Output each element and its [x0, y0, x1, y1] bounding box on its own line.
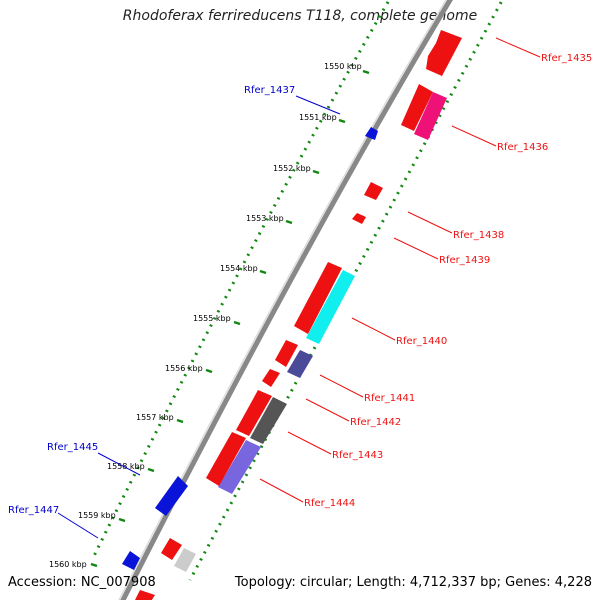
- leader-rfer-1436: [451, 125, 497, 147]
- tick-label-1557: 1557 kbp: [136, 413, 174, 422]
- gene-rfer-1436[interactable]: [414, 92, 447, 140]
- gene-rfer-1447-part[interactable]: [174, 548, 196, 572]
- label-rfer-1445[interactable]: Rfer_1445: [47, 442, 98, 453]
- gene-rfer-1442[interactable]: [262, 369, 280, 387]
- genome-title: Rhodoferax ferrireducens T118, complete …: [122, 8, 478, 24]
- outer-dotted-track: [188, 0, 505, 581]
- tick-label-1550: 1550 kbp: [324, 62, 362, 71]
- label-rfer-1435[interactable]: Rfer_1435: [541, 53, 592, 64]
- leader-rfer-1437: [295, 95, 341, 115]
- gene-labels: Rfer_1435 Rfer_1436 Rfer_1437 Rfer_1438 …: [8, 53, 592, 516]
- tick-1559: [118, 517, 126, 523]
- leader-rfer-1445: [97, 452, 141, 476]
- gene-rfer-1441-inner[interactable]: [275, 340, 298, 367]
- gene-rfer-1447[interactable]: [122, 551, 140, 570]
- leader-rfer-1438: [407, 211, 453, 234]
- label-rfer-1440[interactable]: Rfer_1440: [396, 336, 447, 347]
- gene-bottom-edge[interactable]: [133, 590, 155, 600]
- label-rfer-1437[interactable]: Rfer_1437: [244, 85, 295, 96]
- tick-label-1559: 1559 kbp: [78, 511, 116, 520]
- gene-rfer-1443-inner[interactable]: [236, 390, 272, 436]
- leader-rfer-1441: [319, 374, 364, 398]
- label-rfer-1439[interactable]: Rfer_1439: [439, 255, 490, 266]
- leader-rfer-1439: [393, 237, 439, 260]
- leader-rfer-1435: [495, 37, 541, 58]
- label-leader-lines: [57, 37, 541, 539]
- label-rfer-1442[interactable]: Rfer_1442: [350, 417, 401, 428]
- tick-label-1555: 1555 kbp: [193, 314, 231, 323]
- label-rfer-1447[interactable]: Rfer_1447: [8, 505, 59, 516]
- tick-label-1551: 1551 kbp: [299, 113, 337, 122]
- tick-label-1554: 1554 kbp: [220, 264, 258, 273]
- gene-rfer-1444-inner[interactable]: [206, 432, 246, 486]
- tick-label-1560: 1560 kbp: [49, 560, 87, 569]
- genome-summary-text: Topology: circular; Length: 4,712,337 bp…: [234, 575, 592, 590]
- gene-rfer-1444[interactable]: [218, 440, 261, 494]
- tick-1552: [312, 169, 320, 175]
- tick-1555: [233, 320, 241, 326]
- gene-rfer-1435-part[interactable]: [401, 84, 433, 131]
- leader-rfer-1444: [259, 478, 304, 503]
- tick-label-1552: 1552 kbp: [273, 164, 311, 173]
- tick-1558: [147, 467, 155, 473]
- gene-rfer-1441[interactable]: [287, 350, 313, 378]
- label-rfer-1443[interactable]: Rfer_1443: [332, 450, 383, 461]
- tick-1550: [362, 69, 370, 75]
- gene-rfer-1438[interactable]: [364, 182, 383, 200]
- tick-labels: 1550 kbp 1551 kbp 1552 kbp 1553 kbp 1554…: [49, 62, 362, 569]
- leader-rfer-1442: [305, 398, 350, 422]
- label-rfer-1438[interactable]: Rfer_1438: [453, 230, 504, 241]
- tick-1560: [90, 562, 98, 568]
- label-rfer-1441[interactable]: Rfer_1441: [364, 393, 415, 404]
- gene-rfer-1440-inner[interactable]: [294, 262, 342, 334]
- gene-rfer-1440[interactable]: [306, 270, 355, 344]
- tick-1551: [338, 118, 346, 124]
- genes-inner-strand: [122, 127, 383, 600]
- gene-rfer-1439[interactable]: [352, 213, 366, 224]
- tick-label-1556: 1556 kbp: [165, 364, 203, 373]
- gene-rfer-1446[interactable]: [161, 538, 182, 560]
- tick-1557: [176, 418, 184, 424]
- accession-text: Accession: NC_007908: [8, 575, 156, 590]
- tick-label-1553: 1553 kbp: [246, 214, 284, 223]
- leader-rfer-1443: [287, 431, 332, 455]
- tick-1554: [259, 269, 267, 275]
- leader-rfer-1440: [351, 317, 396, 341]
- gene-rfer-1435[interactable]: [426, 30, 462, 76]
- tick-1556: [205, 368, 213, 374]
- gene-rfer-1443[interactable]: [250, 397, 287, 444]
- tick-label-1558: 1558 kbp: [107, 462, 145, 471]
- gene-rfer-1437[interactable]: [365, 127, 378, 140]
- tick-marks: [90, 69, 370, 568]
- gene-rfer-1445[interactable]: [155, 476, 188, 516]
- tick-1553: [285, 219, 293, 225]
- label-rfer-1436[interactable]: Rfer_1436: [497, 142, 548, 153]
- label-rfer-1444[interactable]: Rfer_1444: [304, 498, 355, 509]
- genes-outer-strand: [174, 30, 462, 572]
- leader-rfer-1447: [57, 512, 99, 539]
